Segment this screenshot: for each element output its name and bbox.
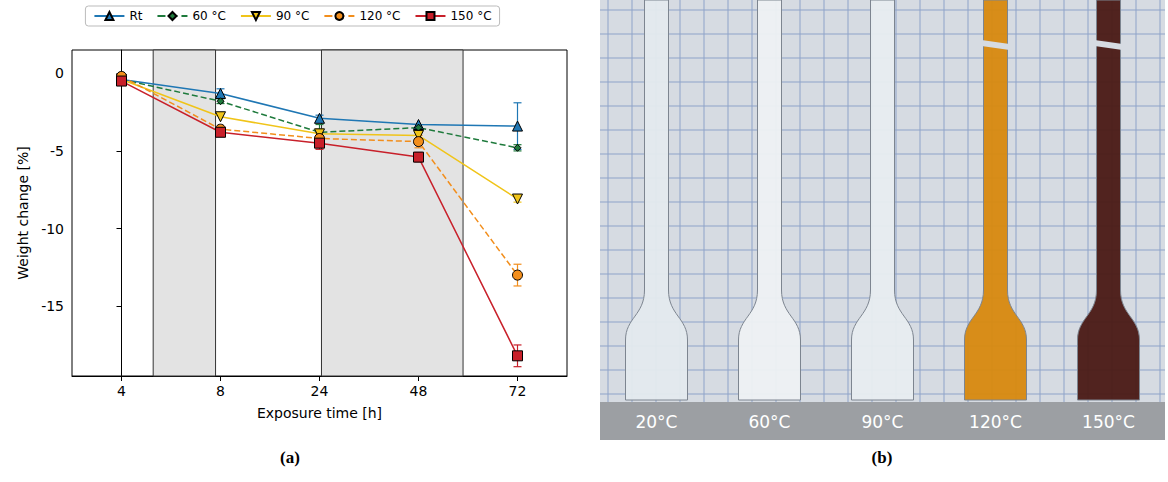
html-text:(b): (b) xyxy=(871,448,893,467)
svg-text:-15: -15 xyxy=(41,298,64,314)
svg-text:120°C: 120°C xyxy=(969,412,1022,432)
svg-text:8: 8 xyxy=(216,383,225,399)
svg-text:Rt: Rt xyxy=(129,9,142,23)
svg-text:4: 4 xyxy=(117,383,126,399)
svg-text:90°C: 90°C xyxy=(861,412,903,432)
svg-text:150 °C: 150 °C xyxy=(450,9,491,23)
svg-text:Exposure time [h]: Exposure time [h] xyxy=(257,405,382,421)
svg-text:48: 48 xyxy=(410,383,428,399)
svg-text:90 °C: 90 °C xyxy=(276,9,309,23)
svg-text:60 °C: 60 °C xyxy=(192,9,225,23)
svg-text:-5: -5 xyxy=(50,143,64,159)
svg-text:150°C: 150°C xyxy=(1082,412,1135,432)
svg-text:0: 0 xyxy=(55,65,64,81)
svg-text:-10: -10 xyxy=(41,221,64,237)
svg-text:24: 24 xyxy=(311,383,329,399)
svg-text:Weight change [%]: Weight change [%] xyxy=(15,146,31,279)
svg-text:120 °C: 120 °C xyxy=(359,9,400,23)
svg-text:72: 72 xyxy=(509,383,527,399)
html-text:(a): (a) xyxy=(280,448,300,467)
svg-text:20°C: 20°C xyxy=(635,412,677,432)
svg-text:60°C: 60°C xyxy=(748,412,790,432)
